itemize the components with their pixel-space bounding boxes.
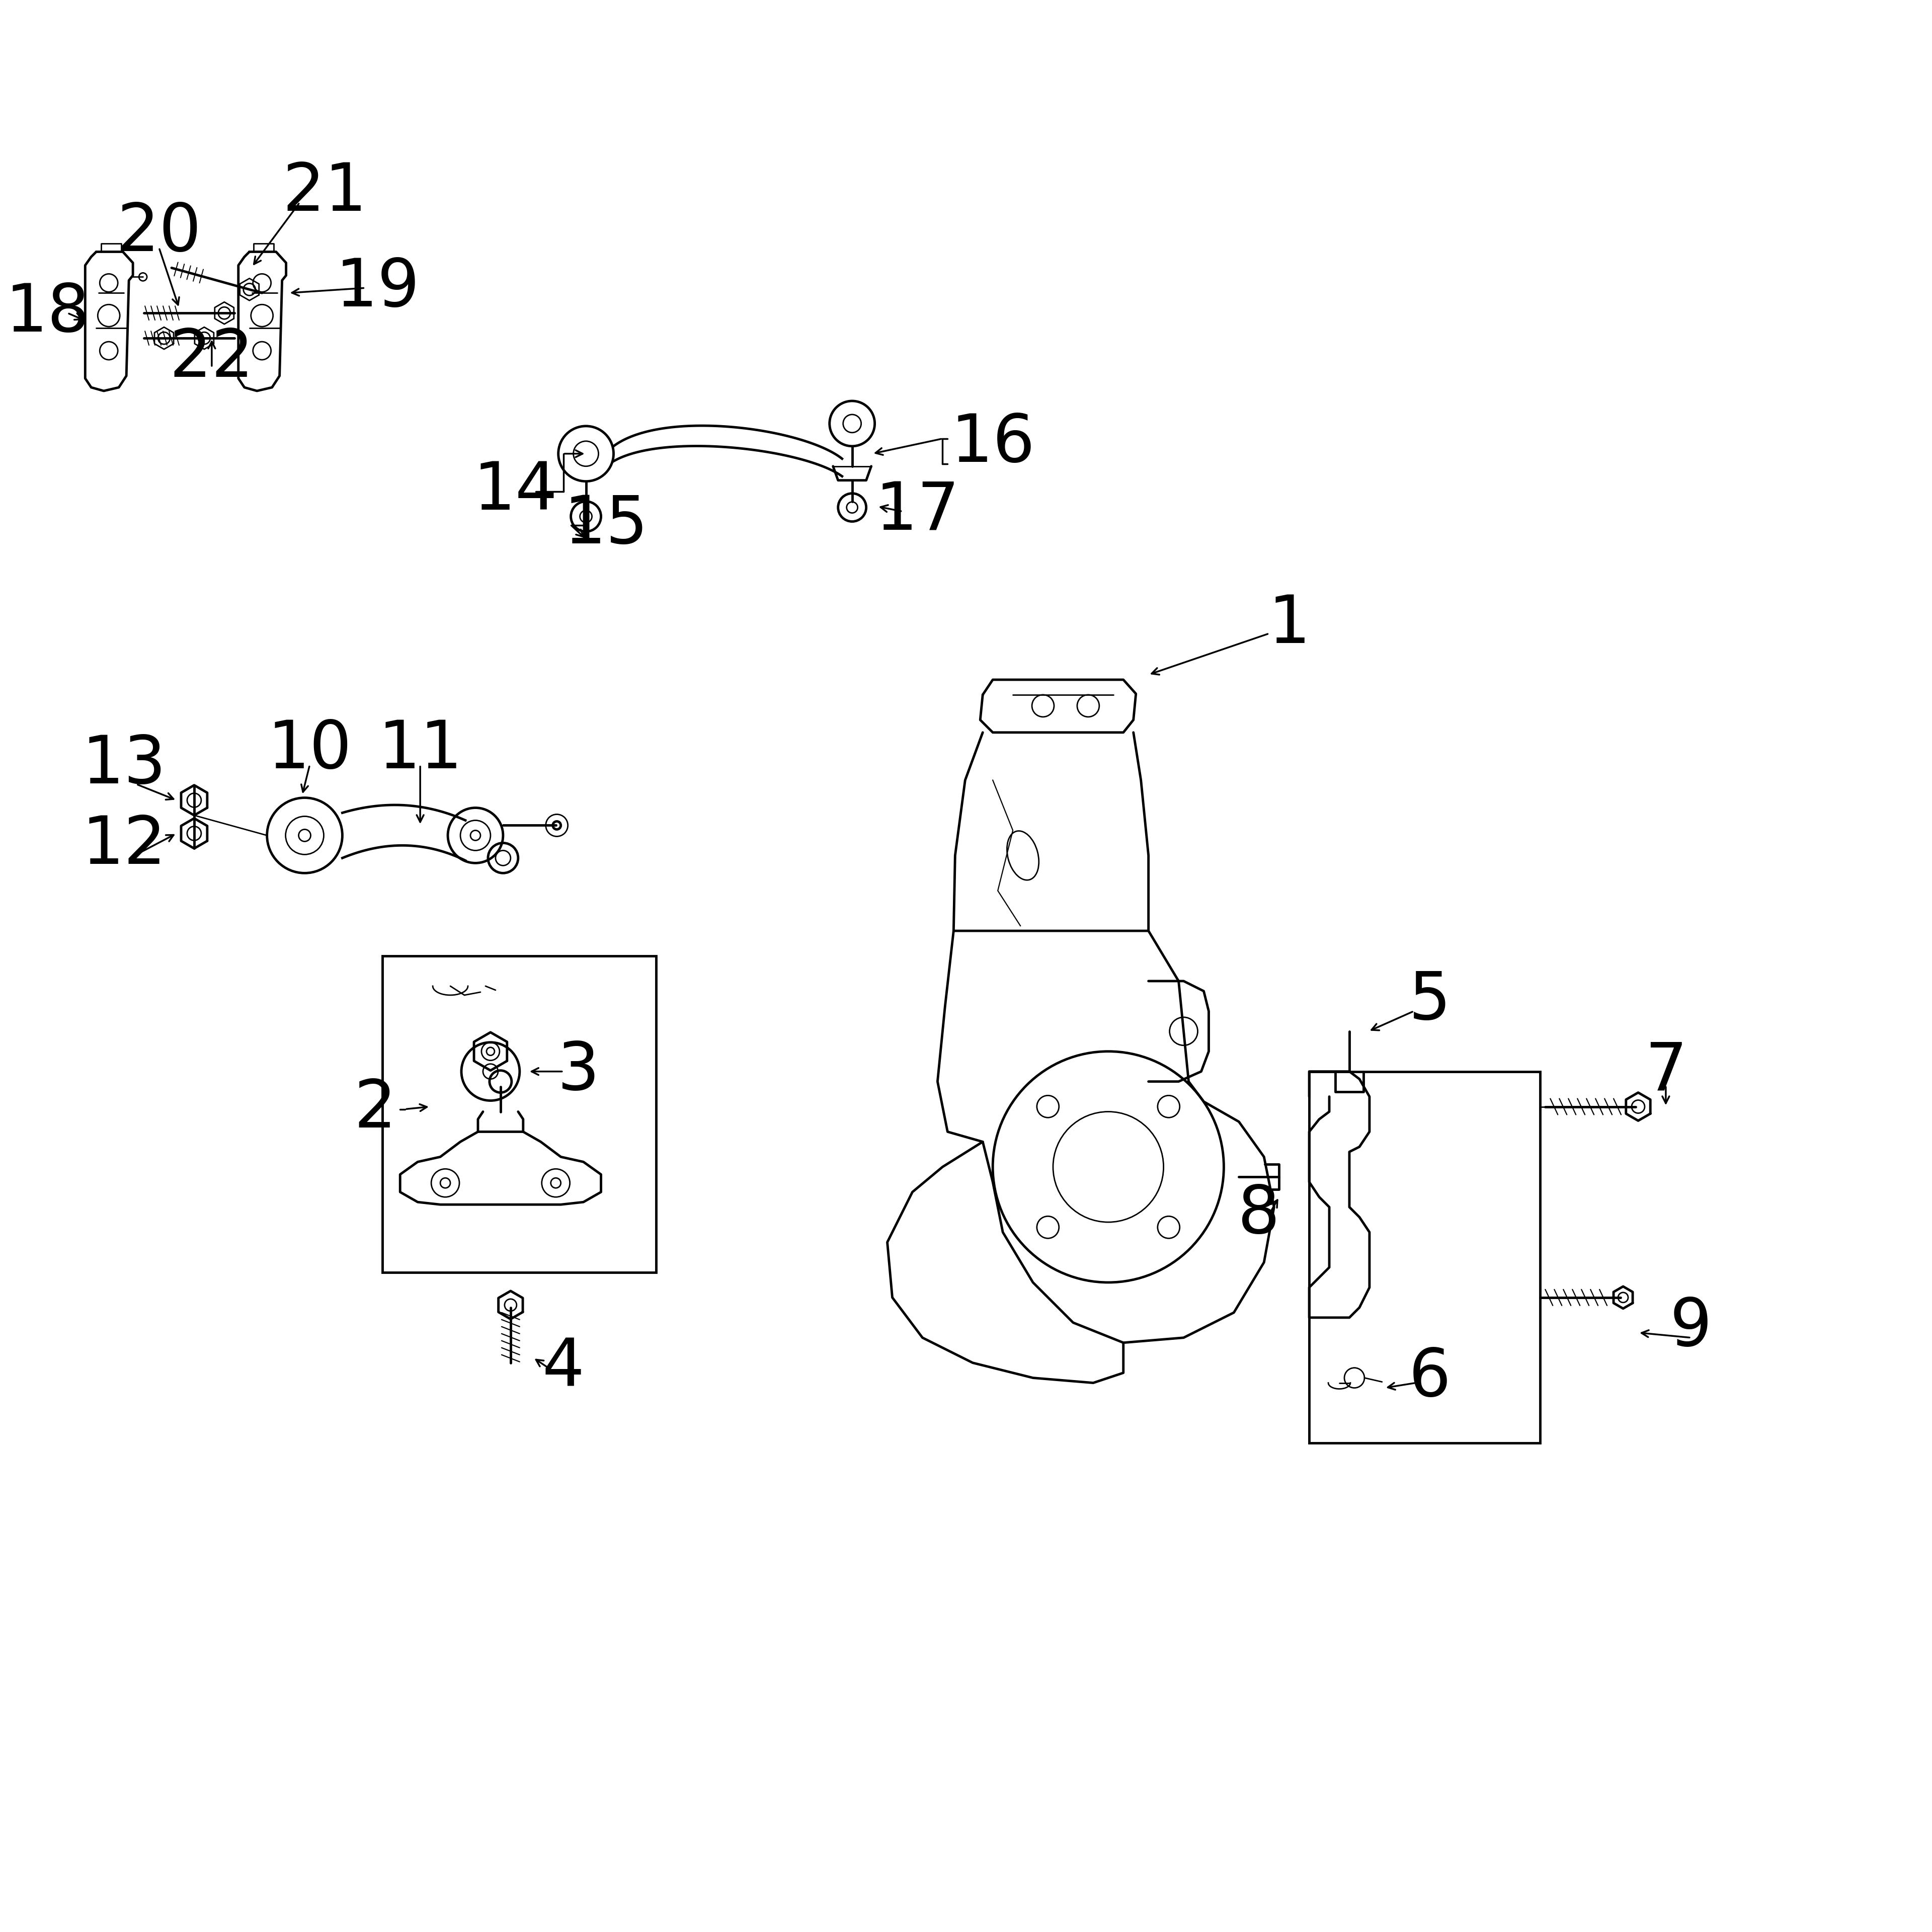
Text: 13: 13 <box>81 732 166 798</box>
Text: 19: 19 <box>336 257 419 321</box>
Text: 12: 12 <box>81 813 166 877</box>
Text: 16: 16 <box>951 412 1036 475</box>
Text: 8: 8 <box>1238 1182 1281 1246</box>
Text: 4: 4 <box>543 1335 585 1401</box>
Text: 14: 14 <box>473 460 558 524</box>
Text: 6: 6 <box>1408 1347 1451 1410</box>
Text: 18: 18 <box>6 282 89 346</box>
Text: 9: 9 <box>1669 1296 1712 1360</box>
Circle shape <box>553 821 560 829</box>
Text: 2: 2 <box>354 1078 396 1142</box>
Text: 21: 21 <box>282 160 367 224</box>
Text: 15: 15 <box>564 493 649 556</box>
Bar <box>1310 1072 1540 1443</box>
Bar <box>383 956 657 1273</box>
Text: 17: 17 <box>875 479 960 543</box>
Text: 3: 3 <box>556 1039 599 1103</box>
Text: 1: 1 <box>1267 593 1310 657</box>
Circle shape <box>580 510 591 522</box>
Text: 20: 20 <box>116 201 201 265</box>
Text: 10: 10 <box>267 719 352 782</box>
Text: 22: 22 <box>170 327 253 390</box>
Text: 11: 11 <box>379 719 462 782</box>
Text: 5: 5 <box>1408 970 1451 1034</box>
Text: 7: 7 <box>1644 1039 1687 1103</box>
Circle shape <box>846 502 858 514</box>
